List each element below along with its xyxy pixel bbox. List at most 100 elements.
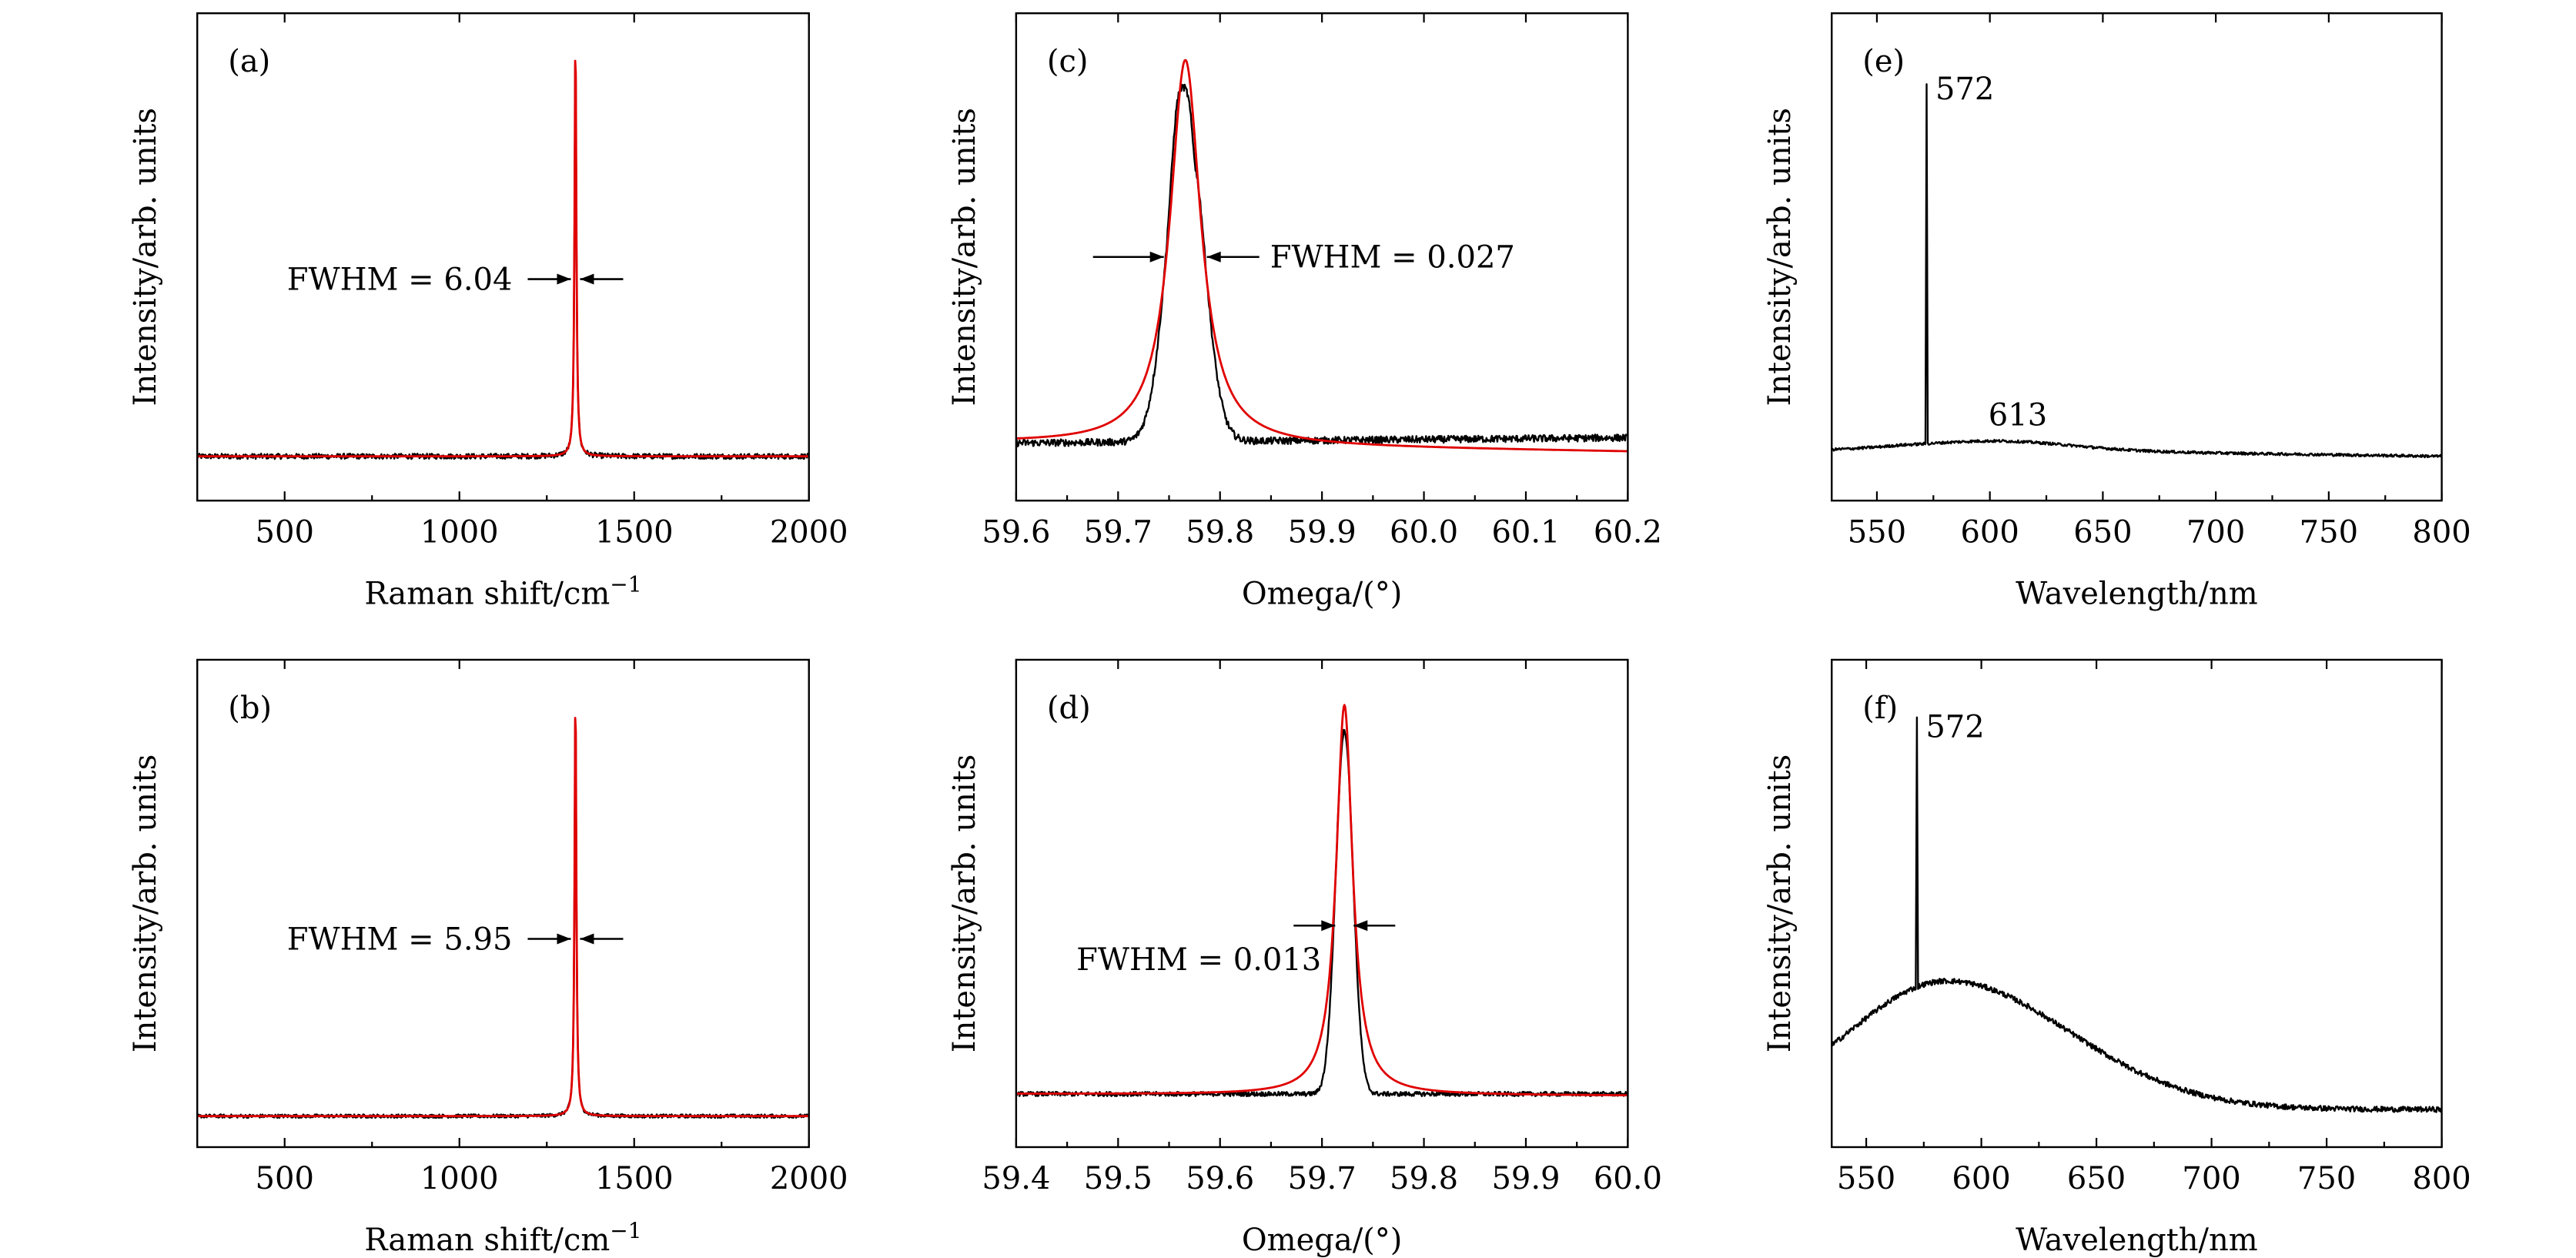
x-tick-label-a: 500 — [256, 514, 314, 550]
series-fit-b — [197, 717, 809, 1118]
panel-label-e: (e) — [1862, 44, 1905, 79]
panel-e: 550 600 650 700 750 800 Wavelength/nm Intensity… — [1762, 12, 2471, 611]
series-measured-c — [1015, 83, 1628, 448]
x-tick-label-e: 600 — [1960, 514, 2019, 550]
x-tick-label-d: 59.4 — [982, 1161, 1050, 1196]
x-tick-label-a: 1500 — [595, 514, 674, 550]
fwhm-arrow-d-right — [1353, 920, 1396, 932]
x-tick-label-f: 600 — [1952, 1161, 2010, 1196]
traces-b — [197, 717, 809, 1119]
panel-b: 500 1000 1500 2000 Raman shift/cm−1 Intensity… — [128, 658, 848, 1258]
y-axis-label-c: Intensity/arb. units — [947, 108, 982, 406]
x-tick-label-f: 550 — [1837, 1161, 1895, 1196]
x-tick-label-d: 59.8 — [1390, 1161, 1458, 1196]
x-tick-label-e: 700 — [2186, 514, 2245, 550]
fwhm-arrow-b-right — [580, 933, 624, 945]
fwhm-arrow-b-left — [527, 933, 571, 945]
x-axis-label-text: Wavelength/nm — [2016, 1223, 2258, 1258]
x-axis-label-superscript: −1 — [610, 1218, 641, 1243]
x-tick-label-f: 700 — [2182, 1161, 2240, 1196]
panel-label-a: (a) — [228, 44, 270, 79]
x-tick-label-c: 59.9 — [1288, 514, 1357, 550]
x-axis-label-e: Wavelength/nm — [2016, 576, 2258, 611]
x-tick-label-e: 800 — [2412, 514, 2471, 550]
x-axis-label-c: Omega/(°) — [1242, 576, 1403, 611]
series-measured-a — [197, 62, 809, 460]
x-tick-label-c: 60.0 — [1390, 514, 1458, 550]
x-tick-label-b: 500 — [256, 1161, 314, 1196]
x-tick-label-d: 59.5 — [1084, 1161, 1153, 1196]
x-tick-label-b: 1000 — [420, 1161, 499, 1196]
fwhm-label-b: FWHM = 5.95 — [287, 922, 513, 958]
x-tick-label-b: 1500 — [595, 1161, 674, 1196]
series-measured-e — [1832, 83, 2442, 459]
traces-d — [1015, 704, 1628, 1097]
plot-frame-a — [196, 12, 810, 502]
x-tick-label-c: 59.6 — [982, 514, 1050, 550]
x-tick-label-f: 800 — [2412, 1161, 2471, 1196]
x-axis-label-text: Omega/(°) — [1242, 1223, 1403, 1258]
x-tick-label-e: 550 — [1848, 514, 1906, 550]
y-axis-label-b: Intensity/arb. units — [128, 754, 163, 1052]
x-tick-label-d: 60.0 — [1594, 1161, 1662, 1196]
x-axis-label-a: Raman shift/cm−1 — [364, 571, 641, 611]
y-axis-label-a: Intensity/arb. units — [128, 108, 163, 406]
x-axis-label-f: Wavelength/nm — [2016, 1223, 2258, 1258]
y-axis-label-e: Intensity/arb. units — [1762, 108, 1798, 406]
plot-frame-b — [196, 658, 810, 1149]
x-tick-label-c: 59.8 — [1186, 514, 1254, 550]
panel-label-f: (f) — [1862, 691, 1898, 726]
fwhm-arrow-c-left — [1092, 251, 1164, 263]
fwhm-arrow-d-left — [1293, 920, 1336, 932]
y-axis-label-f: Intensity/arb. units — [1762, 754, 1798, 1052]
series-fit-c — [1015, 59, 1628, 453]
panel-d: 59.4 59.5 59.6 59.7 59.8 59.9 60.0 Omega/(°) Int… — [947, 658, 1662, 1258]
x-axis-label-d: Omega/(°) — [1242, 1223, 1403, 1258]
panel-label-c: (c) — [1047, 44, 1089, 79]
x-tick-label-a: 2000 — [770, 514, 848, 550]
traces-e — [1832, 83, 2442, 459]
x-tick-label-a: 1000 — [420, 514, 499, 550]
series-fit-d — [1015, 704, 1628, 1096]
x-tick-label-e: 650 — [2073, 514, 2132, 550]
series-measured-b — [197, 721, 809, 1119]
peak-label-572-e: 572 — [1935, 72, 1994, 107]
series-fit-a — [197, 59, 809, 458]
panel-f: 550 600 650 700 750 800 Wavelength/nm Intensity… — [1762, 658, 2471, 1258]
fwhm-arrow-a-right — [580, 273, 624, 285]
series-measured-d — [1015, 728, 1628, 1097]
panel-label-b: (b) — [228, 691, 272, 726]
x-tick-label-f: 750 — [2297, 1161, 2356, 1196]
x-tick-label-c: 59.7 — [1084, 514, 1153, 550]
fwhm-arrow-c-right — [1206, 251, 1260, 263]
plot-frame-e — [1831, 12, 2443, 502]
fwhm-label-c: FWHM = 0.027 — [1270, 240, 1515, 276]
y-axis-label-d: Intensity/arb. units — [947, 754, 982, 1052]
fwhm-label-d: FWHM = 0.013 — [1076, 942, 1321, 978]
x-axis-label-text: Wavelength/nm — [2016, 576, 2258, 611]
series-measured-f — [1832, 716, 2442, 1113]
fwhm-arrow-a-left — [527, 273, 571, 285]
panel-c: 59.6 59.7 59.8 59.9 60.0 60.1 60.2 Omega/(°) Int… — [947, 12, 1662, 611]
panel-label-d: (d) — [1047, 691, 1091, 726]
x-axis-label-text: Raman shift/cm — [364, 576, 610, 611]
peak-label-613-e: 613 — [1989, 398, 2047, 433]
plot-frame-f — [1831, 658, 2443, 1149]
x-axis-label-b: Raman shift/cm−1 — [364, 1218, 641, 1258]
traces-a — [197, 59, 809, 460]
peak-label-572-f: 572 — [1925, 709, 1984, 744]
x-tick-label-d: 59.7 — [1288, 1161, 1357, 1196]
x-tick-label-d: 59.6 — [1186, 1161, 1254, 1196]
x-tick-label-c: 60.1 — [1491, 514, 1560, 550]
x-axis-label-text: Raman shift/cm — [364, 1223, 610, 1258]
x-axis-label-text: Omega/(°) — [1242, 576, 1403, 611]
x-tick-label-e: 750 — [2300, 514, 2358, 550]
traces-f — [1832, 716, 2442, 1113]
fwhm-label-a: FWHM = 6.04 — [287, 263, 513, 298]
x-axis-label-superscript: −1 — [610, 571, 641, 597]
panel-a: 500 1000 1500 2000 Raman shift/cm−1 Intensity… — [128, 12, 848, 611]
x-tick-label-d: 59.9 — [1491, 1161, 1560, 1196]
x-tick-label-b: 2000 — [770, 1161, 848, 1196]
x-tick-label-f: 650 — [2067, 1161, 2126, 1196]
